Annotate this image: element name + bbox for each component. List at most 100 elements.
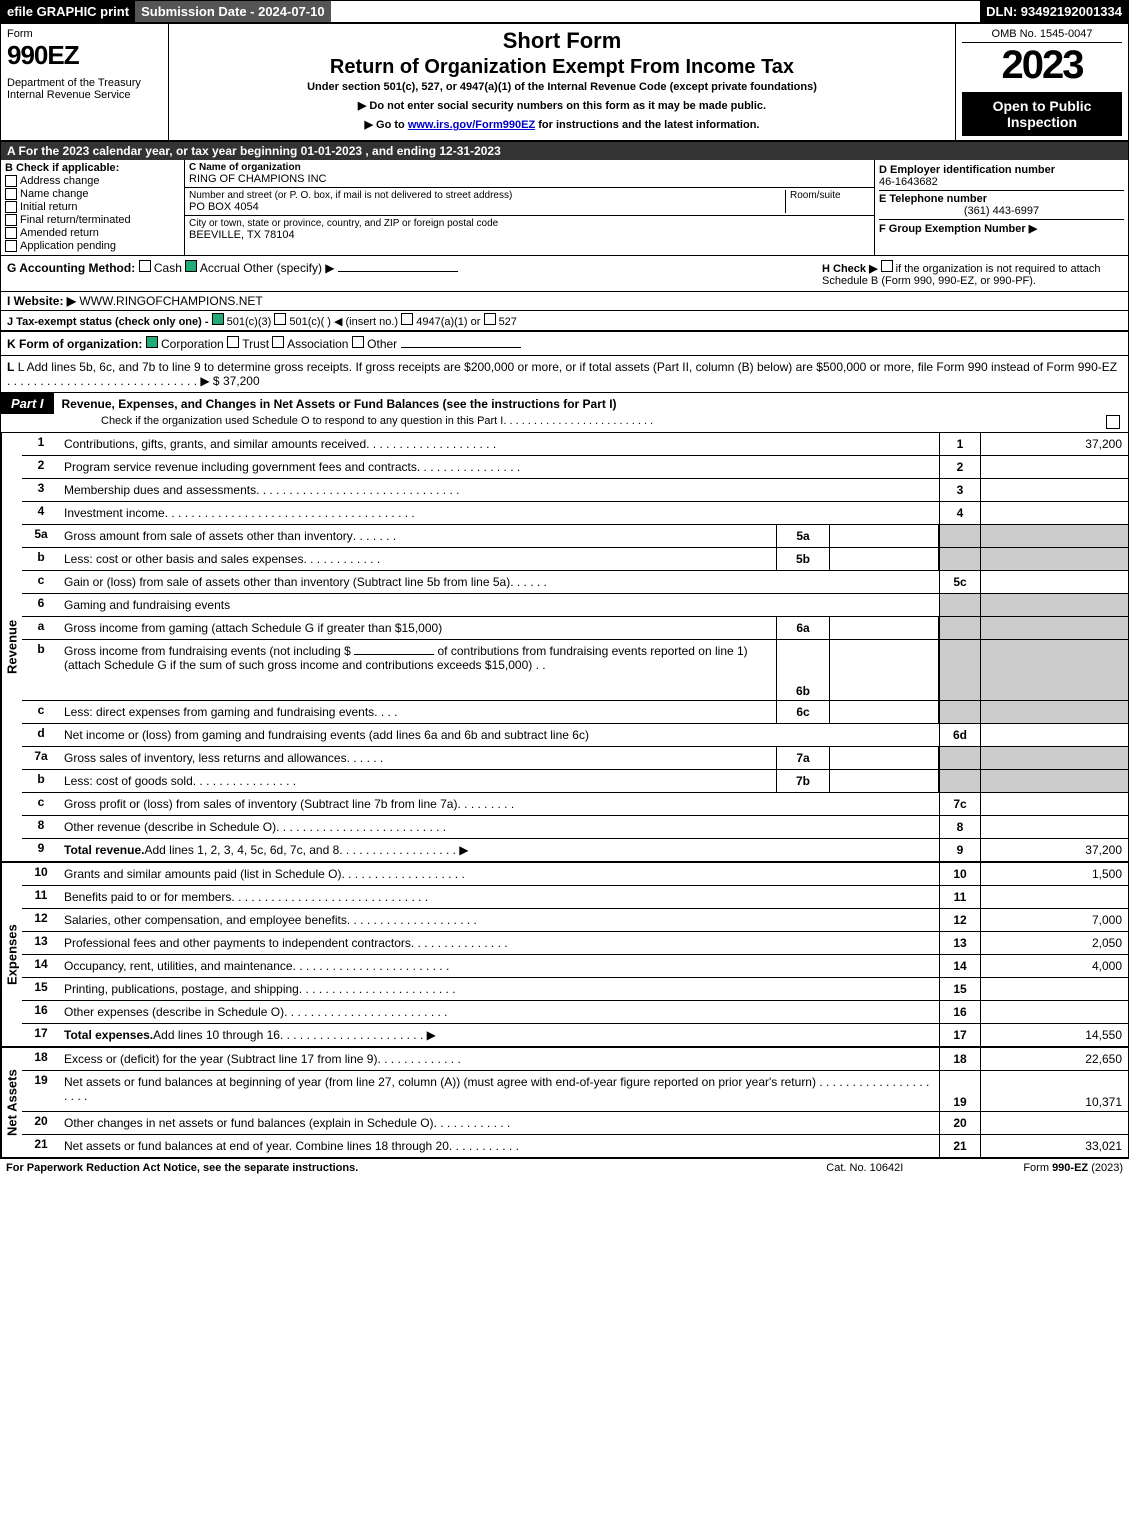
line-num: 19	[22, 1071, 60, 1111]
accounting-method: G Accounting Method: Cash Accrual Other …	[7, 260, 782, 287]
checkbox-527[interactable]	[484, 313, 496, 325]
top-bar: efile GRAPHIC print Submission Date - 20…	[1, 1, 1128, 24]
goto-suffix: for instructions and the latest informat…	[535, 119, 759, 131]
under-section-text: Under section 501(c), 527, or 4947(a)(1)…	[175, 81, 949, 93]
g-label: G Accounting Method:	[7, 261, 135, 275]
section-h: H Check ▶ if the organization is not req…	[822, 260, 1122, 287]
line-ref-grey	[939, 747, 980, 769]
line-ref: 3	[939, 479, 980, 501]
line-num: 6	[22, 594, 60, 616]
line-value	[980, 816, 1128, 838]
sub-value	[830, 770, 939, 792]
checkbox-application-pending[interactable]: Application pending	[5, 240, 180, 252]
other-org-input[interactable]	[401, 347, 521, 348]
checkbox-501c3[interactable]	[212, 313, 224, 325]
checkbox-other-org[interactable]	[352, 336, 364, 348]
short-form-title: Short Form	[175, 28, 949, 54]
return-title: Return of Organization Exempt From Incom…	[175, 56, 949, 79]
row-i-website: I Website: ▶ WWW.RINGOFCHAMPIONS.NET	[1, 291, 1128, 310]
sub-ref: 5b	[776, 548, 830, 570]
line-num: b	[22, 770, 60, 792]
l-text: L Add lines 5b, 6c, and 7b to line 9 to …	[18, 360, 1117, 374]
header-left: Form 990EZ Department of the Treasury In…	[1, 24, 169, 140]
checkbox-trust[interactable]	[227, 336, 239, 348]
goto-prefix: Go to	[376, 119, 408, 131]
city-block: City or town, state or province, country…	[185, 216, 874, 243]
contrib-input[interactable]	[354, 654, 434, 655]
other-specify-label: Other (specify) ▶	[243, 261, 334, 275]
checkbox-icon	[5, 188, 17, 200]
line-num: 16	[22, 1001, 60, 1023]
section-d: D Employer identification number 46-1643…	[875, 160, 1128, 255]
dots: . . . . . . . . . . . . . . . . . . . . …	[503, 415, 1100, 429]
line-label: Gross sales of inventory, less returns a…	[60, 747, 776, 769]
checkbox-corporation[interactable]	[146, 336, 158, 348]
line-value-grey	[980, 701, 1128, 723]
line-ref: 9	[939, 839, 980, 861]
line-ref-grey	[939, 525, 980, 547]
line-num: c	[22, 571, 60, 593]
h-label: H Check ▶	[822, 263, 878, 275]
irs-link[interactable]: www.irs.gov/Form990EZ	[408, 119, 535, 131]
checkbox-schedule-o[interactable]	[1106, 415, 1120, 429]
checkbox-final-return[interactable]: Final return/terminated	[5, 214, 180, 226]
footer-form-prefix: Form	[1023, 1162, 1052, 1174]
checkbox-4947[interactable]	[401, 313, 413, 325]
line-num: 13	[22, 932, 60, 954]
checkbox-cash[interactable]	[139, 260, 151, 272]
cb-label: Initial return	[20, 201, 77, 213]
line-7c: c Gross profit or (loss) from sales of i…	[22, 793, 1128, 816]
line-ref: 21	[939, 1135, 980, 1157]
line-label: Other changes in net assets or fund bala…	[60, 1112, 939, 1134]
j-label: J Tax-exempt status (check only one) -	[7, 316, 212, 328]
checkbox-address-change[interactable]: Address change	[5, 175, 180, 187]
phone-label: E Telephone number	[879, 193, 1124, 205]
checkbox-association[interactable]	[272, 336, 284, 348]
dln-label: DLN: 93492192001334	[980, 1, 1128, 22]
line-label: Gain or (loss) from sale of assets other…	[60, 571, 939, 593]
checkbox-schedule-b[interactable]	[881, 260, 893, 272]
k-label: K Form of organization:	[7, 337, 142, 351]
line-num: 21	[22, 1135, 60, 1157]
checkbox-accrual[interactable]	[185, 260, 197, 272]
line-value: 33,021	[980, 1135, 1128, 1157]
line-7b: b Less: cost of goods sold . . . . . . .…	[22, 770, 1128, 793]
row-j-tax-exempt: J Tax-exempt status (check only one) - 5…	[1, 310, 1128, 332]
line-value	[980, 724, 1128, 746]
line-value	[980, 1001, 1128, 1023]
line-label: Net assets or fund balances at end of ye…	[60, 1135, 939, 1157]
line-19: 19 Net assets or fund balances at beginn…	[22, 1071, 1128, 1112]
header-right: OMB No. 1545-0047 2023 Open to Public In…	[956, 24, 1128, 140]
line-value-grey	[980, 525, 1128, 547]
efile-print-label[interactable]: efile GRAPHIC print	[1, 1, 135, 22]
checkbox-name-change[interactable]: Name change	[5, 188, 180, 200]
org-name-value: RING OF CHAMPIONS INC	[189, 173, 870, 185]
street-block: Number and street (or P. O. box, if mail…	[185, 188, 874, 216]
line-label: Less: direct expenses from gaming and fu…	[60, 701, 776, 723]
expenses-rows: 10 Grants and similar amounts paid (list…	[22, 863, 1128, 1046]
line-6c: c Less: direct expenses from gaming and …	[22, 701, 1128, 724]
line-num: 5a	[22, 525, 60, 547]
line-value: 2,050	[980, 932, 1128, 954]
line-6d: d Net income or (loss) from gaming and f…	[22, 724, 1128, 747]
line-ref-grey	[939, 594, 980, 616]
checkbox-initial-return[interactable]: Initial return	[5, 201, 180, 213]
line-label: Total revenue. Add lines 1, 2, 3, 4, 5c,…	[60, 839, 939, 861]
checkbox-icon	[5, 227, 17, 239]
other-specify-input[interactable]	[338, 271, 458, 272]
line-num: 8	[22, 816, 60, 838]
line-value-grey	[980, 770, 1128, 792]
checkbox-501c[interactable]	[274, 313, 286, 325]
section-bcd: B Check if applicable: Address change Na…	[1, 160, 1128, 256]
org-name-label: C Name of organization	[189, 162, 870, 173]
line-ref: 17	[939, 1024, 980, 1046]
checkbox-amended-return[interactable]: Amended return	[5, 227, 180, 239]
line-num: 17	[22, 1024, 60, 1046]
line-12: 12 Salaries, other compensation, and emp…	[22, 909, 1128, 932]
checkbox-icon	[5, 201, 17, 213]
line-num: 7a	[22, 747, 60, 769]
line-label: Total expenses. Add lines 10 through 16 …	[60, 1024, 939, 1046]
part1-title: Revenue, Expenses, and Changes in Net As…	[54, 394, 1128, 414]
sub-ref: 7a	[776, 747, 830, 769]
line-ref: 20	[939, 1112, 980, 1134]
